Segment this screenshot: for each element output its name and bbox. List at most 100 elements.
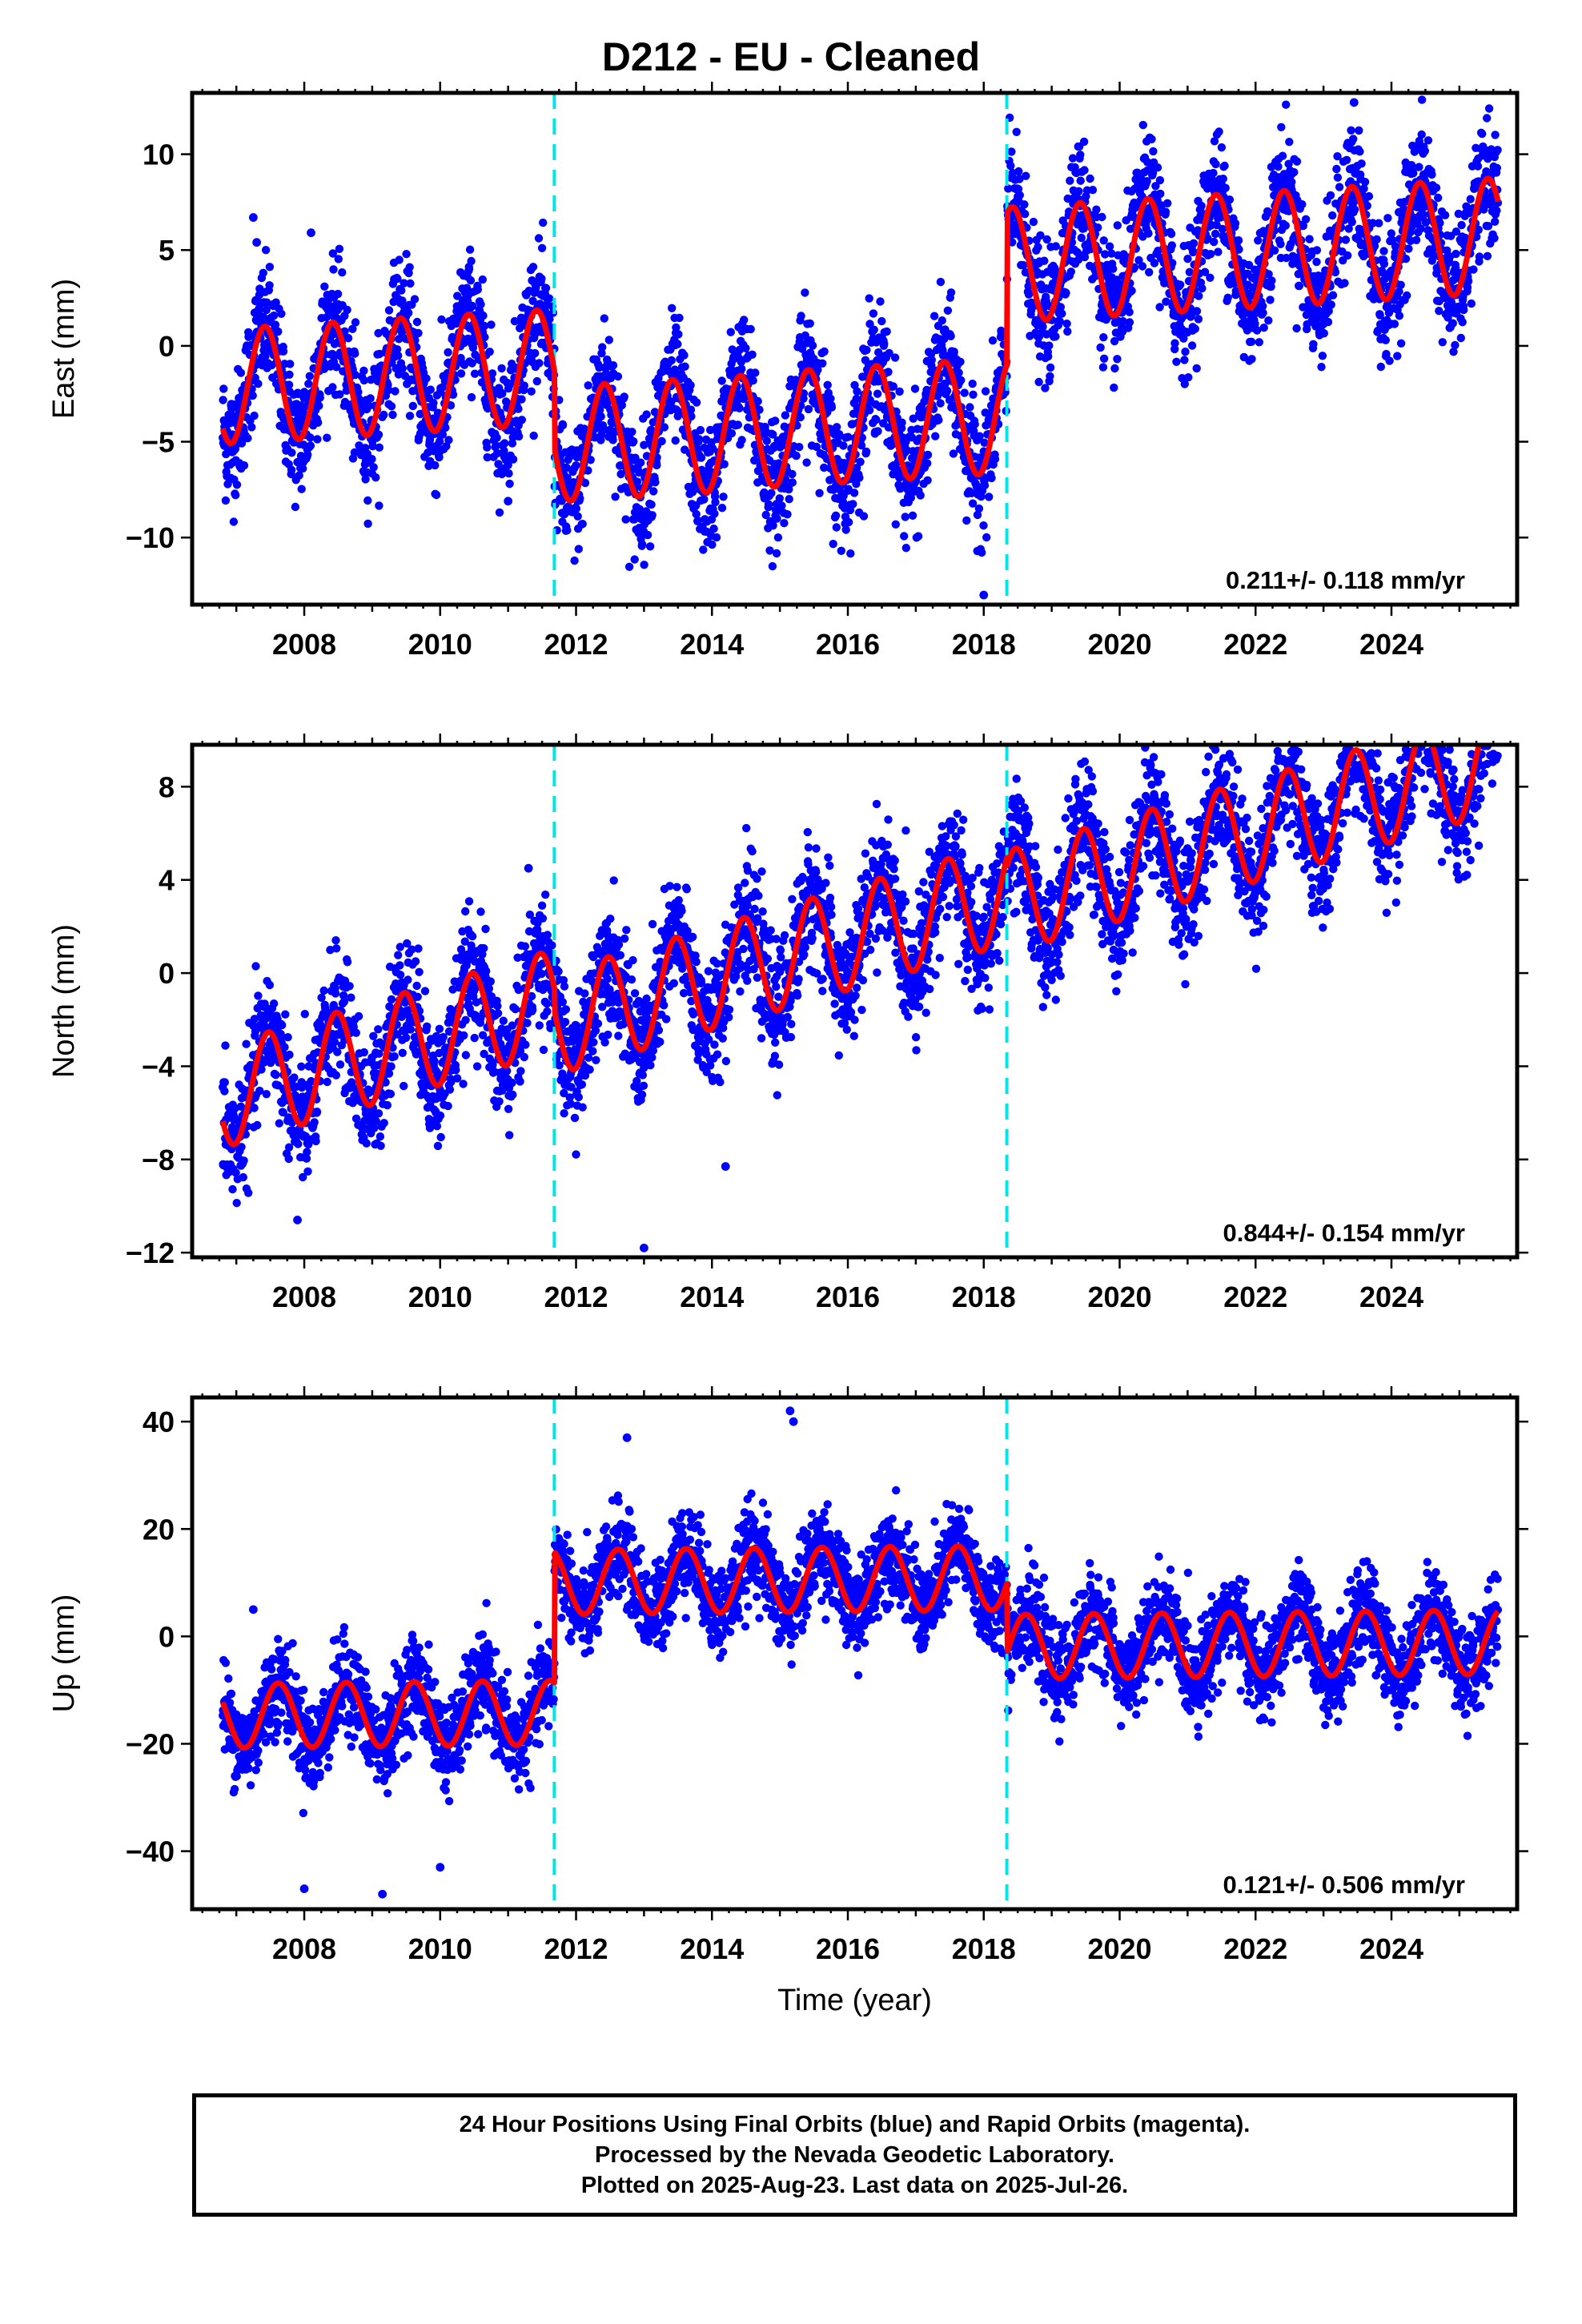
observation-point: [239, 1172, 247, 1182]
observation-point: [500, 439, 509, 448]
observation-point: [1180, 356, 1189, 364]
observation-point: [541, 283, 551, 292]
observation-point: [628, 428, 636, 436]
observation-point: [476, 300, 485, 309]
observation-point: [1350, 205, 1359, 214]
observation-point: [982, 533, 991, 542]
observation-point: [244, 1188, 253, 1197]
observation-point: [1155, 175, 1165, 185]
observation-point: [410, 295, 420, 304]
observation-point: [285, 370, 294, 379]
observation-point: [348, 324, 357, 333]
observation-point: [487, 320, 496, 329]
observation-point: [680, 351, 689, 360]
observation-point: [1483, 251, 1492, 260]
observation-point: [1225, 195, 1235, 204]
observation-point: [563, 473, 572, 482]
observation-point: [468, 359, 476, 368]
observation-point: [1327, 300, 1335, 309]
observation-point: [1285, 138, 1294, 147]
observation-point: [384, 385, 393, 395]
observation-point: [1341, 235, 1351, 244]
observation-point: [1460, 305, 1468, 315]
observation-point: [1292, 157, 1302, 166]
observation-point: [220, 1078, 229, 1087]
observation-point: [827, 403, 837, 412]
observation-point: [1183, 255, 1192, 263]
observation-point: [1281, 221, 1291, 230]
observation-point: [1301, 215, 1311, 223]
observation-point: [737, 364, 746, 373]
observation-point: [510, 316, 520, 326]
observation-point: [573, 512, 582, 521]
observation-point: [801, 288, 809, 297]
observation-point: [1267, 276, 1276, 285]
observation-point: [1161, 207, 1170, 216]
x-tick-label: 2022: [1223, 628, 1287, 661]
observation-point: [229, 517, 239, 526]
observation-point: [1153, 163, 1162, 172]
x-tick-label: 2010: [408, 628, 472, 661]
observation-point: [1046, 372, 1054, 380]
observation-point: [508, 455, 518, 464]
observation-point: [1396, 280, 1405, 289]
observation-point: [467, 256, 476, 266]
observation-point: [1254, 236, 1263, 245]
observation-point: [1076, 176, 1085, 185]
observation-point: [414, 328, 423, 338]
y-tick-label: 5: [159, 234, 175, 267]
observation-point: [333, 289, 343, 299]
observation-point: [363, 496, 372, 505]
observation-point: [1323, 317, 1333, 327]
observation-point: [1404, 244, 1413, 253]
observation-point: [514, 432, 524, 441]
observation-point: [392, 345, 402, 354]
observation-point: [616, 469, 625, 479]
observation-point: [388, 410, 397, 420]
observation-point: [1478, 129, 1487, 139]
observation-point: [295, 471, 303, 480]
observation-point: [1156, 189, 1165, 199]
observation-point: [456, 369, 466, 378]
observation-point: [873, 389, 882, 398]
observation-point: [1326, 191, 1335, 200]
observation-point: [239, 461, 249, 470]
observation-point: [1138, 120, 1148, 130]
observation-point: [294, 389, 303, 399]
observation-point: [544, 294, 554, 303]
observation-point: [362, 1139, 371, 1148]
observation-point: [429, 398, 438, 408]
y-tick-label: −10: [126, 521, 175, 554]
observation-point: [1490, 234, 1499, 243]
observation-point: [468, 301, 477, 311]
observation-point: [1034, 243, 1042, 251]
observation-point: [719, 493, 728, 501]
x-tick-label: 2012: [544, 628, 608, 661]
observation-point: [517, 416, 526, 424]
observation-point: [562, 463, 571, 472]
observation-point: [717, 504, 727, 513]
observation-point: [303, 450, 312, 459]
rate-label: 0.211+/- 0.118 mm/yr: [1226, 566, 1465, 594]
observation-point: [400, 279, 408, 287]
observation-point: [1266, 296, 1275, 304]
observation-point: [1113, 221, 1122, 230]
observation-point: [300, 1010, 309, 1019]
observation-point: [351, 370, 359, 380]
observation-point: [466, 276, 476, 285]
observation-point: [254, 380, 263, 388]
observation-point: [299, 464, 307, 473]
observation-point: [1051, 242, 1061, 251]
observation-point: [946, 332, 955, 340]
observation-point: [1491, 217, 1500, 226]
observation-point: [1194, 315, 1203, 324]
observation-point: [1076, 151, 1085, 159]
observation-point: [532, 376, 541, 386]
observation-point: [1448, 319, 1458, 328]
x-tick-label: 2024: [1359, 628, 1423, 661]
observation-point: [1434, 193, 1443, 203]
observation-point: [1393, 352, 1402, 360]
observation-point: [1357, 159, 1366, 168]
observation-point: [345, 982, 354, 991]
